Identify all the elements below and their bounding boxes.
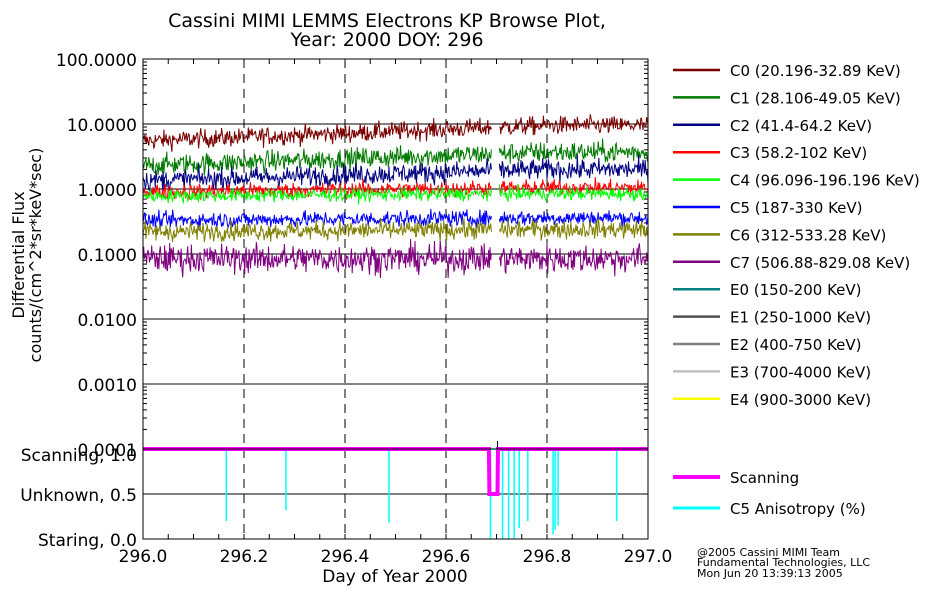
legend-label: C6 (312-533.28 KeV) xyxy=(730,226,886,244)
series-c5-line xyxy=(142,208,492,231)
legend-label: E0 (150-200 KeV) xyxy=(730,281,862,299)
legend-label: C3 (58.2-102 KeV) xyxy=(730,144,867,162)
series-c4-line xyxy=(498,183,649,203)
legend-label-anisotropy: C5 Anisotropy (%) xyxy=(730,500,866,518)
chart-title: Cassini MIMI LEMMS Electrons KP Browse P… xyxy=(168,10,606,32)
legend-label: C5 (187-330 KeV) xyxy=(730,199,863,217)
x-tick-label: 296.4 xyxy=(321,547,370,567)
y-tick-label: 0.1000 xyxy=(78,246,137,266)
y-tick-label: 1.0000 xyxy=(78,181,137,201)
series-c4-line xyxy=(142,186,492,205)
series-c0-line xyxy=(499,114,649,136)
x-tick-label: 296.0 xyxy=(119,547,168,567)
legend-label: E3 (700-4000 KeV) xyxy=(730,363,871,381)
series-c1-line xyxy=(498,138,649,164)
scanning-line xyxy=(143,447,648,496)
x-tick-label: 296.6 xyxy=(422,547,471,567)
series-c0-line xyxy=(142,117,492,152)
legend-label: E2 (400-750 KeV) xyxy=(730,336,862,354)
series-c1-line xyxy=(142,145,492,176)
chart-subtitle: Year: 2000 DOY: 296 xyxy=(289,29,483,51)
y-tick-label: 0.0001 xyxy=(78,441,137,461)
legend-label: C0 (20.196-32.89 KeV) xyxy=(730,62,901,80)
series-c2-line xyxy=(142,158,492,194)
y-axis-label-units: counts/(cm^2*sr*keV*sec) xyxy=(26,148,45,363)
y-tick-label: 100.0000 xyxy=(56,51,137,71)
legend-label: E1 (250-1000 KeV) xyxy=(730,309,871,327)
lower-y-tick-label: Staring, 0.0 xyxy=(38,531,137,551)
series-c6-line xyxy=(498,218,649,241)
series-c7-line xyxy=(142,238,492,278)
series-c6-line xyxy=(142,217,492,243)
legend-label: C2 (41.4-64.2 KeV) xyxy=(730,117,872,135)
y-tick-label: 0.0100 xyxy=(78,311,137,331)
lower-panel-frame xyxy=(142,448,649,540)
x-tick-label: 296.8 xyxy=(523,547,572,567)
footer-company: Fundamental Technologies, LLC xyxy=(697,556,870,569)
legend-label: C7 (506.88-829.08 KeV) xyxy=(730,254,910,272)
legend-label: C1 (28.106-49.05 KeV) xyxy=(730,89,901,107)
y-tick-label: 0.0010 xyxy=(78,376,137,396)
footer-timestamp: Mon Jun 20 13:39:13 2005 xyxy=(697,567,843,580)
series-c2-line xyxy=(498,154,649,184)
lower-y-tick-label: Unknown, 0.5 xyxy=(20,486,137,506)
series-c7-line xyxy=(498,243,649,277)
y-axis-label: Differential Flux xyxy=(9,191,28,318)
legend-label: C4 (96.096-196.196 KeV) xyxy=(730,172,920,190)
series-c5-line xyxy=(498,210,649,229)
legend-label-scanning: Scanning xyxy=(730,469,799,487)
series-c3-line xyxy=(498,177,649,197)
y-tick-label: 10.0000 xyxy=(67,116,137,136)
footer-copyright: @2005 Cassini MIMI Team xyxy=(697,546,840,559)
x-tick-label: 296.2 xyxy=(220,547,269,567)
lower-y-tick-label: Scanning, 1.0 xyxy=(21,446,137,466)
x-tick-label: 297.0 xyxy=(624,547,673,567)
legend-label: E4 (900-3000 KeV) xyxy=(730,391,871,409)
x-axis-label: Day of Year 2000 xyxy=(322,567,467,587)
